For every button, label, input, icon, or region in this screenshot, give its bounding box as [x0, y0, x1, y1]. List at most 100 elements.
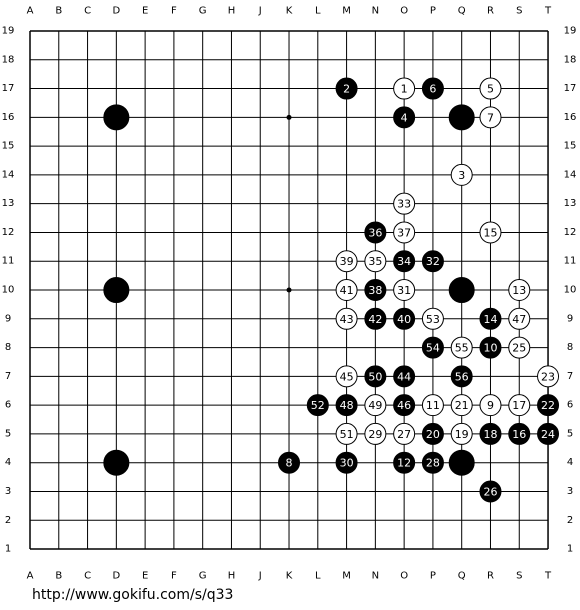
move-number: 16 — [512, 428, 526, 441]
column-label: J — [258, 571, 262, 582]
column-label: C — [84, 571, 91, 582]
move-number: 30 — [340, 457, 354, 470]
move-number: 5 — [487, 83, 494, 96]
column-label: G — [199, 571, 207, 582]
white-stone — [508, 394, 531, 417]
black-stone — [448, 277, 475, 304]
white-stone — [393, 221, 416, 244]
move-number: 22 — [541, 399, 555, 412]
row-label: 2 — [5, 515, 11, 526]
row-label: 8 — [5, 342, 11, 353]
column-label: D — [112, 571, 120, 582]
white-stone — [508, 307, 531, 330]
row-label: 13 — [564, 198, 577, 209]
black-stone — [393, 250, 416, 273]
black-stone — [278, 451, 301, 474]
black-stone — [421, 250, 444, 273]
column-label: J — [258, 6, 262, 17]
black-stone — [335, 394, 358, 417]
white-stone — [335, 365, 358, 388]
row-label: 1 — [567, 544, 573, 555]
row-label: 10 — [564, 285, 577, 296]
column-label: E — [142, 6, 148, 17]
row-label: 7 — [5, 371, 11, 382]
white-stone — [393, 422, 416, 445]
white-stone — [450, 163, 473, 186]
column-label: S — [516, 6, 522, 17]
star-point — [286, 114, 292, 120]
source-url: http://www.gokifu.com/s/q33 — [32, 587, 233, 603]
move-number: 3 — [458, 169, 465, 182]
move-number: 42 — [368, 313, 382, 326]
column-label: L — [315, 571, 321, 582]
row-label: 9 — [567, 313, 573, 324]
white-stone — [335, 279, 358, 302]
black-stone — [393, 451, 416, 474]
row-label: 16 — [2, 112, 15, 123]
row-label: 4 — [567, 457, 573, 468]
move-number: 4 — [401, 111, 408, 124]
row-label: 13 — [2, 198, 15, 209]
row-label: 15 — [2, 141, 15, 152]
row-label: 18 — [564, 54, 577, 65]
column-label: K — [286, 6, 293, 17]
black-stone — [364, 307, 387, 330]
column-label: C — [84, 6, 91, 17]
column-label: P — [430, 571, 436, 582]
black-stone — [421, 422, 444, 445]
move-number: 28 — [426, 457, 440, 470]
black-stone — [448, 449, 475, 476]
black-stone — [537, 394, 560, 417]
black-stone — [393, 307, 416, 330]
white-stone — [335, 250, 358, 273]
move-number: 25 — [512, 342, 526, 355]
black-stone — [335, 451, 358, 474]
white-stone — [393, 279, 416, 302]
white-stone — [479, 221, 502, 244]
column-label: R — [487, 571, 494, 582]
column-label: O — [400, 6, 408, 17]
move-number: 21 — [455, 399, 469, 412]
column-label: Q — [458, 6, 466, 17]
column-label: A — [27, 6, 34, 17]
row-label: 1 — [5, 544, 11, 555]
column-label: H — [228, 6, 236, 17]
white-stone — [450, 394, 473, 417]
move-number: 2 — [343, 83, 350, 96]
move-number: 24 — [541, 428, 555, 441]
move-number: 17 — [512, 399, 526, 412]
black-stone — [364, 365, 387, 388]
move-number: 50 — [368, 370, 382, 383]
move-number: 39 — [340, 255, 354, 268]
white-stone — [335, 422, 358, 445]
black-stone — [479, 336, 502, 359]
black-stone — [479, 480, 502, 503]
row-label: 6 — [567, 400, 573, 411]
white-stone — [421, 307, 444, 330]
move-number: 54 — [426, 342, 440, 355]
black-stone — [450, 365, 473, 388]
black-stone — [421, 336, 444, 359]
move-number: 40 — [397, 313, 411, 326]
white-stone — [450, 422, 473, 445]
row-label: 17 — [2, 83, 15, 94]
move-number: 34 — [397, 255, 411, 268]
column-label: F — [171, 6, 177, 17]
black-stone — [364, 279, 387, 302]
move-number: 8 — [286, 457, 293, 470]
row-label: 19 — [564, 26, 577, 37]
white-stone — [364, 394, 387, 417]
move-number: 9 — [487, 399, 494, 412]
black-stone — [393, 106, 416, 129]
move-number: 13 — [512, 284, 526, 297]
move-number: 12 — [397, 457, 411, 470]
black-stone — [421, 451, 444, 474]
black-stone — [479, 422, 502, 445]
column-label: B — [55, 6, 62, 17]
move-number: 14 — [483, 313, 497, 326]
move-number: 37 — [397, 226, 411, 239]
column-label: G — [199, 6, 207, 17]
row-label: 14 — [564, 169, 577, 180]
move-number: 1 — [401, 83, 408, 96]
black-stone — [537, 422, 560, 445]
